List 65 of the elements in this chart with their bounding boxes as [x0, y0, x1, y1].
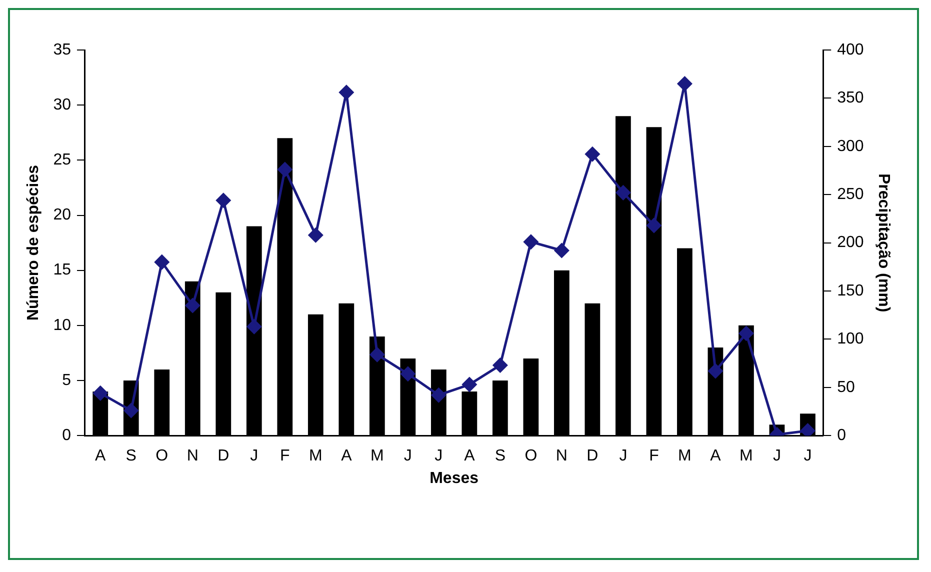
- point: [616, 185, 630, 200]
- point: [708, 364, 723, 378]
- y-tick-label: 5: [62, 372, 72, 389]
- y-axis-title: Número de espécies: [25, 164, 42, 321]
- y2-axis-title: Precipitação (mm): [874, 173, 892, 312]
- point: [246, 319, 262, 334]
- point: [585, 146, 600, 162]
- x-tick-label: A: [464, 448, 476, 465]
- x-tick-label: J: [434, 448, 443, 465]
- point: [677, 76, 692, 91]
- y-tick-label: 25: [53, 152, 72, 169]
- x-tick-label: M: [740, 448, 753, 465]
- x-tick-label: N: [556, 448, 568, 465]
- x-tick-label: A: [341, 448, 352, 465]
- x-tick-label: J: [250, 448, 258, 465]
- point: [431, 388, 446, 402]
- y-tick-label: 10: [53, 316, 72, 334]
- point: [154, 254, 170, 270]
- x-tick-label: F: [649, 448, 660, 465]
- y-tick-label: 35: [53, 41, 72, 58]
- y2-tick-label: 0: [837, 427, 846, 444]
- x-tick-label: S: [494, 448, 506, 465]
- y2-tick-label: 300: [837, 138, 864, 155]
- y2-tick-label: 150: [837, 282, 864, 300]
- x-tick-label: O: [524, 448, 538, 465]
- point: [400, 366, 416, 382]
- x-tick-label: J: [404, 448, 412, 465]
- x-tick-label: D: [586, 448, 598, 465]
- point: [93, 386, 108, 400]
- x-axis-title: Meses: [430, 470, 479, 487]
- x-tick-label: J: [804, 448, 812, 465]
- point: [492, 358, 508, 372]
- x-tick-label: M: [370, 448, 384, 465]
- x-tick-label: F: [280, 448, 290, 465]
- y-tick-label: 20: [53, 206, 72, 224]
- x-tick-label: J: [619, 448, 628, 465]
- y-tick-label: 15: [53, 262, 72, 279]
- x-tick-label: O: [156, 448, 168, 465]
- point: [554, 243, 569, 258]
- point: [370, 347, 384, 362]
- point: [339, 85, 354, 100]
- x-tick-label: A: [710, 448, 722, 465]
- x-tick-label: M: [308, 448, 322, 465]
- x-tick-label: A: [95, 448, 106, 465]
- point: [308, 228, 323, 242]
- x-tick-label: N: [186, 448, 198, 465]
- point: [646, 218, 662, 233]
- point: [462, 377, 477, 392]
- y2-tick-label: 250: [837, 186, 864, 204]
- point: [216, 193, 231, 208]
- x-tick-label: S: [126, 448, 136, 465]
- y2-tick-label: 400: [837, 41, 864, 58]
- point: [278, 162, 292, 177]
- y2-tick-label: 200: [837, 234, 864, 252]
- x-tick-label: J: [772, 448, 781, 465]
- y2-tick-label: 50: [837, 378, 856, 396]
- x-tick-label: D: [218, 448, 230, 465]
- y-tick-label: 0: [62, 427, 72, 444]
- y2-tick-label: 100: [837, 330, 864, 348]
- y-tick-label: 30: [53, 96, 72, 114]
- point: [738, 326, 754, 341]
- y2-tick-label: 350: [837, 90, 864, 107]
- x-tick-label: M: [678, 448, 692, 465]
- point: [524, 234, 538, 250]
- point: [185, 298, 200, 313]
